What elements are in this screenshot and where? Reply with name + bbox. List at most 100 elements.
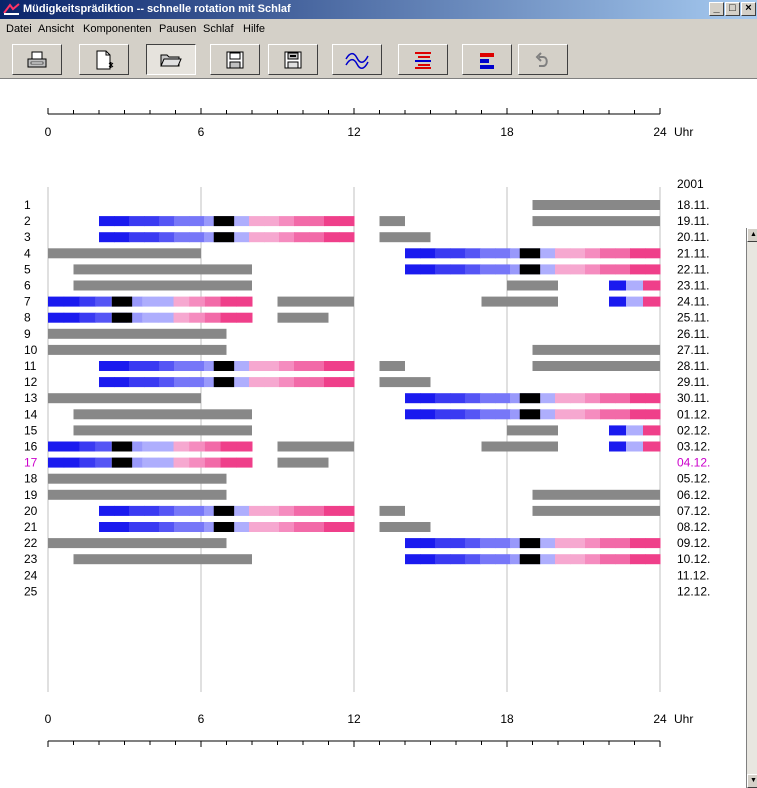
shift-segment [405, 554, 421, 565]
shift-segment [189, 361, 205, 371]
shift-segment [95, 457, 112, 468]
open-button[interactable] [146, 44, 196, 75]
shift-segment [495, 393, 511, 404]
shift-segment [600, 409, 616, 420]
shift-segment [555, 554, 571, 565]
shift-segment [95, 296, 112, 307]
row-date: 23.11. [677, 279, 709, 293]
app-icon [3, 3, 20, 15]
shift-segment [309, 361, 325, 371]
shift-segment [645, 554, 661, 565]
sleep-bar [481, 441, 558, 452]
fatigue-peak-marker [111, 441, 133, 452]
shift-segment [309, 377, 325, 388]
menu-bar: Datei Ansicht Komponenten Pausen Schlaf … [0, 19, 757, 39]
shift-segment [129, 377, 145, 388]
row-date: 06.12. [677, 488, 710, 502]
scroll-up-arrow[interactable]: ▲ [747, 228, 757, 242]
fatigue-peak-marker [519, 554, 541, 565]
shift-segment [405, 409, 421, 420]
shift-segment [264, 232, 280, 243]
shift-segment [450, 554, 466, 565]
top-axis-unit-label: Uhr [674, 125, 693, 139]
shift-segment [234, 232, 250, 243]
shift-segment [435, 554, 451, 565]
sleep-bar [48, 344, 227, 355]
shift-segment [615, 264, 631, 275]
row-date: 19.11. [677, 214, 709, 228]
shift-segment [570, 538, 586, 549]
shift-segment [279, 377, 295, 388]
shift-segment [63, 457, 80, 468]
curve-button[interactable] [332, 44, 382, 75]
shift-segment [555, 393, 571, 404]
shift-segment [309, 232, 325, 243]
shift-segment [157, 441, 175, 452]
row-number: 3 [24, 230, 31, 244]
shift-segment [279, 361, 295, 371]
bottom-axis-unit-label: Uhr [674, 712, 693, 726]
shift-segment [645, 248, 661, 259]
shift-segment [174, 522, 190, 532]
menu-komponenten[interactable]: Komponenten [83, 23, 152, 35]
redo-button[interactable] [518, 44, 568, 75]
bars-button[interactable] [462, 44, 512, 75]
bottom-axis-tick-label: 6 [198, 712, 205, 726]
row-date: 11.12. [677, 568, 709, 582]
shift-segment [495, 554, 511, 565]
shift-segment [236, 296, 253, 307]
row-date: 07.12. [677, 504, 710, 518]
row-number: 8 [24, 311, 31, 325]
shift-segment [236, 312, 253, 323]
menu-datei[interactable]: Datei [6, 23, 32, 35]
menu-schlaf[interactable]: Schlaf [203, 23, 234, 35]
shift-segment [189, 377, 205, 388]
fatigue-peak-marker [111, 296, 133, 307]
menu-hilfe[interactable]: Hilfe [243, 23, 266, 35]
shift-segment [99, 216, 115, 227]
save-as-button[interactable] [268, 44, 318, 75]
shift-segment [126, 296, 143, 307]
menu-ansicht[interactable]: Ansicht [38, 23, 75, 35]
minimize-button[interactable]: _ [709, 2, 724, 16]
bottom-axis-tick-label: 0 [45, 712, 52, 726]
print-button[interactable] [12, 44, 62, 75]
menu-pausen[interactable]: Pausen [159, 23, 197, 35]
close-button[interactable]: × [741, 2, 756, 16]
year-label: 2001 [677, 177, 704, 191]
shift-segment [129, 361, 145, 371]
top-axis-tick-label: 0 [45, 125, 52, 139]
shift-segment [324, 377, 340, 388]
row-number: 15 [24, 423, 38, 437]
shift-segment [495, 409, 511, 420]
shift-segment [234, 522, 250, 532]
row-date: 26.11. [677, 327, 709, 341]
shift-segment [540, 264, 556, 275]
shift-segment [159, 505, 175, 516]
shift-segment [600, 393, 616, 404]
lines-button[interactable] [398, 44, 448, 75]
shift-segment [48, 441, 65, 452]
shift-segment [405, 538, 421, 549]
row-number: 13 [24, 391, 38, 405]
shift-segment [159, 361, 175, 371]
shift-segment [309, 505, 325, 516]
shift-segment [626, 280, 644, 291]
vertical-scrollbar[interactable]: ▲ ▼ [746, 228, 757, 788]
shift-segment [615, 409, 631, 420]
shift-segment [236, 457, 253, 468]
row-date: 09.12. [677, 536, 710, 550]
row-number: 23 [24, 552, 38, 566]
fatigue-schedule-chart: 0 6 12 18 24 Uhr 0 6 12 18 24 Uhr 2001 1 18.11. 2 19.11.… [24, 108, 710, 747]
new-button[interactable] [79, 44, 129, 75]
shift-segment [626, 425, 644, 436]
sleep-bar [73, 264, 252, 275]
shift-segment [643, 280, 661, 291]
scroll-down-arrow[interactable]: ▼ [747, 774, 757, 788]
redo-arrow-icon [535, 51, 548, 67]
shift-segment [159, 377, 175, 388]
maximize-button[interactable]: □ [725, 2, 740, 16]
save-button[interactable] [210, 44, 260, 75]
shift-segment [79, 441, 96, 452]
print-icon [27, 51, 47, 67]
